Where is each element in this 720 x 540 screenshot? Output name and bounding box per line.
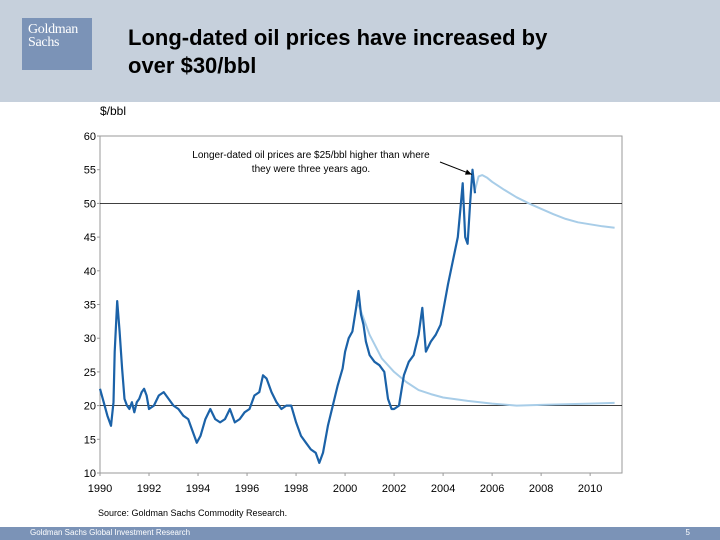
x-tick-label: 1996 xyxy=(235,483,259,495)
slide-title: Long-dated oil prices have increased by … xyxy=(128,24,688,80)
title-line-1: Long-dated oil prices have increased by xyxy=(128,25,548,50)
x-tick-label: 2010 xyxy=(578,483,602,495)
x-tick-label: 2004 xyxy=(431,483,455,495)
y-tick-label: 25 xyxy=(84,367,96,379)
y-tick-label: 45 xyxy=(84,232,96,244)
goldman-sachs-logo: Goldman Sachs xyxy=(22,18,92,70)
y-tick-label: 10 xyxy=(84,468,96,480)
y-tick-label: 50 xyxy=(84,198,96,210)
forward-curve-2000-line xyxy=(357,304,615,407)
x-tick-label: 2000 xyxy=(333,483,357,495)
y-tick-label: 20 xyxy=(84,401,96,413)
x-tick-label: 1992 xyxy=(137,483,161,495)
x-tick-label: 1994 xyxy=(186,483,210,495)
logo-line-1: Goldman xyxy=(28,22,79,37)
y-tick-label: 60 xyxy=(84,131,96,143)
footer-label: Goldman Sachs Global Investment Research xyxy=(30,528,191,537)
page-number: 5 xyxy=(685,528,690,537)
x-tick-label: 1998 xyxy=(284,483,308,495)
x-tick-label: 1990 xyxy=(88,483,112,495)
y-tick-label: 30 xyxy=(84,333,96,345)
annotation-line-1: Longer-dated oil prices are $25/bbl high… xyxy=(192,150,430,161)
logo-line-2: Sachs xyxy=(28,35,60,50)
x-tick-label: 2008 xyxy=(529,483,553,495)
forward-curve-2005-line xyxy=(474,174,615,229)
y-tick-label: 35 xyxy=(84,300,96,312)
spot-price-line xyxy=(98,168,477,464)
annotation-line-2: they were three years ago. xyxy=(252,164,370,175)
title-line-2: over $30/bbl xyxy=(128,53,257,78)
x-tick-label: 2006 xyxy=(480,483,504,495)
y-tick-label: 40 xyxy=(84,266,96,278)
y-tick-label: 55 xyxy=(84,165,96,177)
header-band: Goldman Sachs Long-dated oil prices have… xyxy=(0,0,720,102)
y-axis-unit-label: $/bbl xyxy=(100,104,127,118)
footer-bar: Goldman Sachs Global Investment Research… xyxy=(0,527,720,540)
y-tick-label: 15 xyxy=(84,434,96,446)
annotation-arrowhead xyxy=(464,169,472,175)
source-note: Source: Goldman Sachs Commodity Research… xyxy=(98,508,288,518)
x-tick-label: 2002 xyxy=(382,483,406,495)
